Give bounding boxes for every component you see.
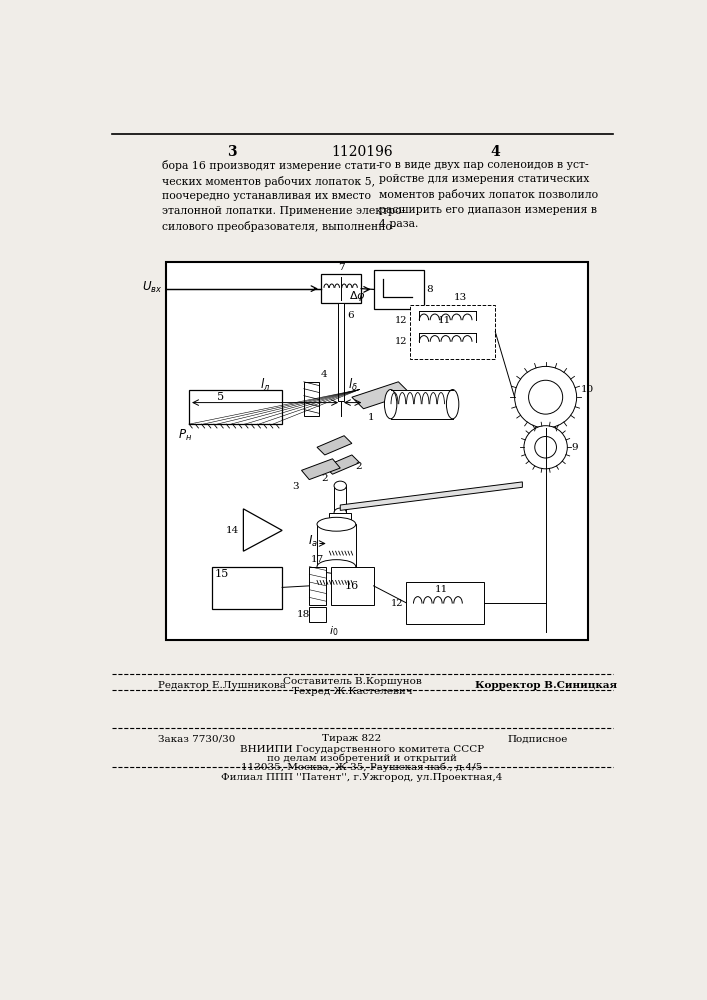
- Bar: [406, 582, 484, 624]
- Text: 15: 15: [215, 569, 229, 579]
- Bar: [334, 486, 346, 513]
- Text: 16: 16: [345, 581, 359, 591]
- Ellipse shape: [317, 517, 356, 531]
- Text: 13: 13: [454, 293, 467, 302]
- Text: 2: 2: [356, 462, 363, 471]
- Text: по делам изобретений и открытий: по делам изобретений и открытий: [267, 754, 457, 763]
- Ellipse shape: [446, 389, 459, 419]
- Bar: [317, 524, 356, 567]
- Text: 2: 2: [321, 474, 327, 483]
- Bar: [373, 270, 424, 309]
- Bar: [321, 274, 361, 303]
- Text: 6: 6: [347, 311, 354, 320]
- Text: 12: 12: [395, 316, 408, 325]
- Text: $i_0$: $i_0$: [329, 624, 338, 638]
- Text: $U_{вх}$: $U_{вх}$: [141, 280, 162, 295]
- Text: Составитель В.Коршунов
Техред Ж.Кастелевич: Составитель В.Коршунов Техред Ж.Кастелев…: [283, 677, 421, 696]
- Text: Филиал ППП ''Патент'', г.Ужгород, ул.Проектная,4: Филиал ППП ''Патент'', г.Ужгород, ул.Про…: [221, 773, 503, 782]
- Text: 5: 5: [216, 392, 223, 402]
- Text: 11: 11: [438, 316, 452, 325]
- Bar: [166, 262, 588, 640]
- Bar: [410, 305, 495, 359]
- Text: Заказ 7730/30: Заказ 7730/30: [158, 734, 235, 743]
- Text: 8: 8: [426, 285, 433, 294]
- Text: 12: 12: [391, 599, 404, 608]
- Text: 4: 4: [491, 145, 500, 159]
- Text: 14: 14: [226, 526, 240, 535]
- Bar: [329, 513, 351, 551]
- Polygon shape: [340, 482, 522, 510]
- Text: Подписное: Подписное: [508, 734, 568, 743]
- Bar: [331, 567, 373, 605]
- Text: 1120196: 1120196: [331, 145, 393, 159]
- Ellipse shape: [334, 481, 346, 490]
- Text: 17: 17: [311, 555, 325, 564]
- Text: $l_\delta$: $l_\delta$: [348, 376, 358, 393]
- Circle shape: [515, 366, 577, 428]
- Text: 12: 12: [395, 337, 408, 346]
- Text: 3: 3: [227, 145, 237, 159]
- Text: 113035, Москва, Ж-35, Раушская наб., д.4/5: 113035, Москва, Ж-35, Раушская наб., д.4…: [241, 762, 483, 772]
- Bar: [391, 389, 452, 419]
- Bar: [304, 382, 320, 416]
- Polygon shape: [317, 436, 352, 455]
- Polygon shape: [301, 459, 340, 480]
- Text: 9: 9: [571, 443, 578, 452]
- Bar: [309, 567, 327, 605]
- Ellipse shape: [385, 389, 397, 419]
- Text: Корректор В.Синицкая: Корректор В.Синицкая: [474, 681, 617, 690]
- Bar: [338, 303, 344, 401]
- Text: 11: 11: [434, 585, 448, 594]
- Text: 1: 1: [368, 413, 375, 422]
- Circle shape: [529, 380, 563, 414]
- Polygon shape: [325, 455, 360, 474]
- Bar: [309, 607, 327, 622]
- Text: Редактор Е.Лушникова: Редактор Е.Лушникова: [158, 681, 286, 690]
- Polygon shape: [352, 382, 410, 409]
- Text: Тираж 822: Тираж 822: [322, 734, 382, 743]
- Bar: [212, 567, 282, 609]
- Polygon shape: [243, 509, 282, 551]
- Text: $I_a$: $I_a$: [308, 534, 318, 549]
- Text: 7: 7: [338, 263, 344, 272]
- Ellipse shape: [317, 560, 356, 574]
- Text: 4: 4: [321, 370, 327, 379]
- Text: бора 16 производят измерение стати-
ческих моментов рабочих лопаток 5,
поочередн: бора 16 производят измерение стати- ческ…: [162, 160, 405, 232]
- Text: го в виде двух пар соленоидов в уст-
ройстве для измерения статических
моментов : го в виде двух пар соленоидов в уст- рой…: [379, 160, 598, 229]
- Text: $P_н$: $P_н$: [178, 428, 192, 443]
- Text: 3: 3: [293, 482, 299, 491]
- Ellipse shape: [334, 508, 346, 517]
- Text: $l_л$: $l_л$: [260, 376, 270, 393]
- Text: $\Delta\varphi$: $\Delta\varphi$: [349, 289, 366, 303]
- Text: 18: 18: [297, 610, 310, 619]
- Circle shape: [534, 436, 556, 458]
- Bar: [189, 389, 282, 424]
- Text: 10: 10: [580, 385, 594, 394]
- Text: ВНИИПИ Государственного комитета СССР: ВНИИПИ Государственного комитета СССР: [240, 745, 484, 754]
- Circle shape: [524, 426, 567, 469]
